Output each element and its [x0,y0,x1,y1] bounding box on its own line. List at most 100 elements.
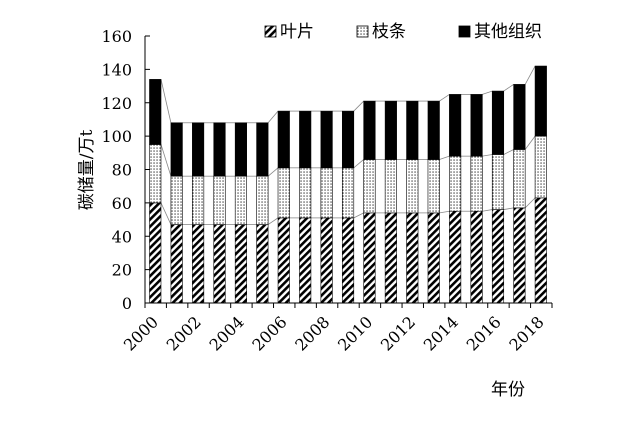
bar-2008-segment-1 [320,167,333,219]
legend-item-1: 枝条 [356,22,406,42]
bar-stack-2003 [213,122,226,304]
bar-stack-2017 [513,84,526,304]
connector-5-2 [267,110,279,124]
bar-2012-segment-0 [406,212,419,304]
bar-2003-segment-0 [213,224,226,304]
bar-2005-segment-1 [256,175,269,225]
y-axis: 0 20 40 60 80 100 120 140 160 [101,27,150,313]
y-tick-label: 20 [112,261,132,280]
bar-2009-segment-1 [341,167,355,219]
bar-stack-2002 [192,122,205,304]
connector-9-1 [353,159,364,169]
bar-2000-segment-0 [149,202,162,304]
connector-17-2 [524,65,536,85]
connector-15-0 [482,209,493,212]
legend-label: 叶片 [280,22,314,42]
bar-2018-segment-0 [534,197,547,304]
bar-2001-segment-1 [170,175,183,225]
bar-2013-segment-1 [427,159,440,214]
bar-2008-segment-2 [320,110,333,169]
bar-2003-segment-1 [213,175,226,225]
bar-2013-segment-0 [427,212,440,304]
x-tick-label: 2004 [206,312,248,354]
legend: 叶片 枝条 其他组织 [264,22,542,42]
connector-0-2 [160,79,172,123]
bar-2004-segment-2 [234,122,247,177]
connector-9-0 [353,212,364,219]
y-tick-label: 160 [101,27,132,46]
bars [149,65,547,304]
bar-stack-2007 [299,110,312,304]
bar-2011-segment-1 [384,159,397,214]
bar-2007-segment-1 [299,167,312,219]
connector-17-0 [524,197,536,209]
legend-swatch [264,25,277,38]
bar-2000-segment-2 [149,79,162,145]
bar-stack-2008 [320,110,333,304]
bar-2004-segment-1 [234,175,247,225]
bar-2010-segment-0 [363,212,376,304]
bar-2005-segment-0 [256,224,269,304]
bar-2008-segment-0 [320,217,333,304]
x-tick-label: 2014 [420,312,462,354]
bar-2011-segment-2 [384,100,397,160]
legend-label: 枝条 [372,22,406,42]
y-tick-label: 140 [101,60,132,79]
x-tick-label: 2008 [291,312,333,354]
bar-2011-segment-0 [384,212,397,304]
bar-2005-segment-2 [256,122,269,177]
bar-2002-segment-0 [192,224,205,304]
bar-2014-segment-2 [449,94,462,157]
connector-16-2 [503,84,514,92]
legend-item-2: 其他组织 [458,22,542,42]
bar-stack-2016 [491,90,505,304]
bar-2007-segment-2 [299,110,312,169]
bar-stack-2015 [470,94,483,304]
x-tick-label: 2000 [120,312,162,354]
bar-stack-2014 [449,94,462,304]
y-tick-label: 100 [101,127,132,146]
y-axis-title: 碳储量/万t [77,130,97,211]
bar-2016-segment-0 [491,209,505,304]
x-tick-label: 2018 [505,312,547,354]
x-tick-label: 2006 [248,312,290,354]
y-tick-label: 0 [122,294,132,313]
bar-2012-segment-1 [406,159,419,214]
bar-2015-segment-2 [470,94,483,157]
y-tick-label: 40 [112,227,132,246]
bar-stack-2010 [363,100,376,304]
bar-stack-2006 [277,110,290,304]
bar-2018-segment-1 [534,135,547,199]
bar-2014-segment-1 [449,155,462,212]
bar-2009-segment-0 [341,217,355,304]
connector-5-1 [267,167,279,177]
bar-stack-2004 [234,122,247,304]
bar-2009-segment-2 [341,110,355,169]
bar-2018-segment-2 [534,65,547,137]
legend-swatch [356,25,369,38]
bar-2007-segment-0 [299,217,312,304]
bar-2006-segment-2 [277,110,290,169]
x-tick-label: 2002 [163,312,205,354]
connector-15-2 [482,90,493,95]
bar-stack-2012 [406,100,419,304]
bar-2006-segment-1 [277,167,290,219]
bar-2004-segment-0 [234,224,247,304]
bar-stack-2000 [149,79,162,304]
x-tick-label: 2016 [463,312,505,354]
x-tick-label: 2012 [377,312,419,354]
bar-2002-segment-2 [192,122,205,177]
x-axis-title: 年份 [491,380,525,400]
x-axis: 2000 2002 2004 2006 2008 2010 2012 2014 2016 2018 [120,302,553,355]
y-tick-label: 80 [112,161,132,180]
connector-17-1 [524,135,536,150]
legend-label: 其他组织 [474,22,542,42]
connector-15-1 [482,154,493,157]
bar-2015-segment-0 [470,210,483,304]
bar-2017-segment-1 [513,149,526,209]
connector-0-0 [160,202,172,225]
connector-13-0 [439,210,450,214]
bar-2000-segment-1 [149,144,162,204]
x-tick-label: 2010 [334,312,376,354]
